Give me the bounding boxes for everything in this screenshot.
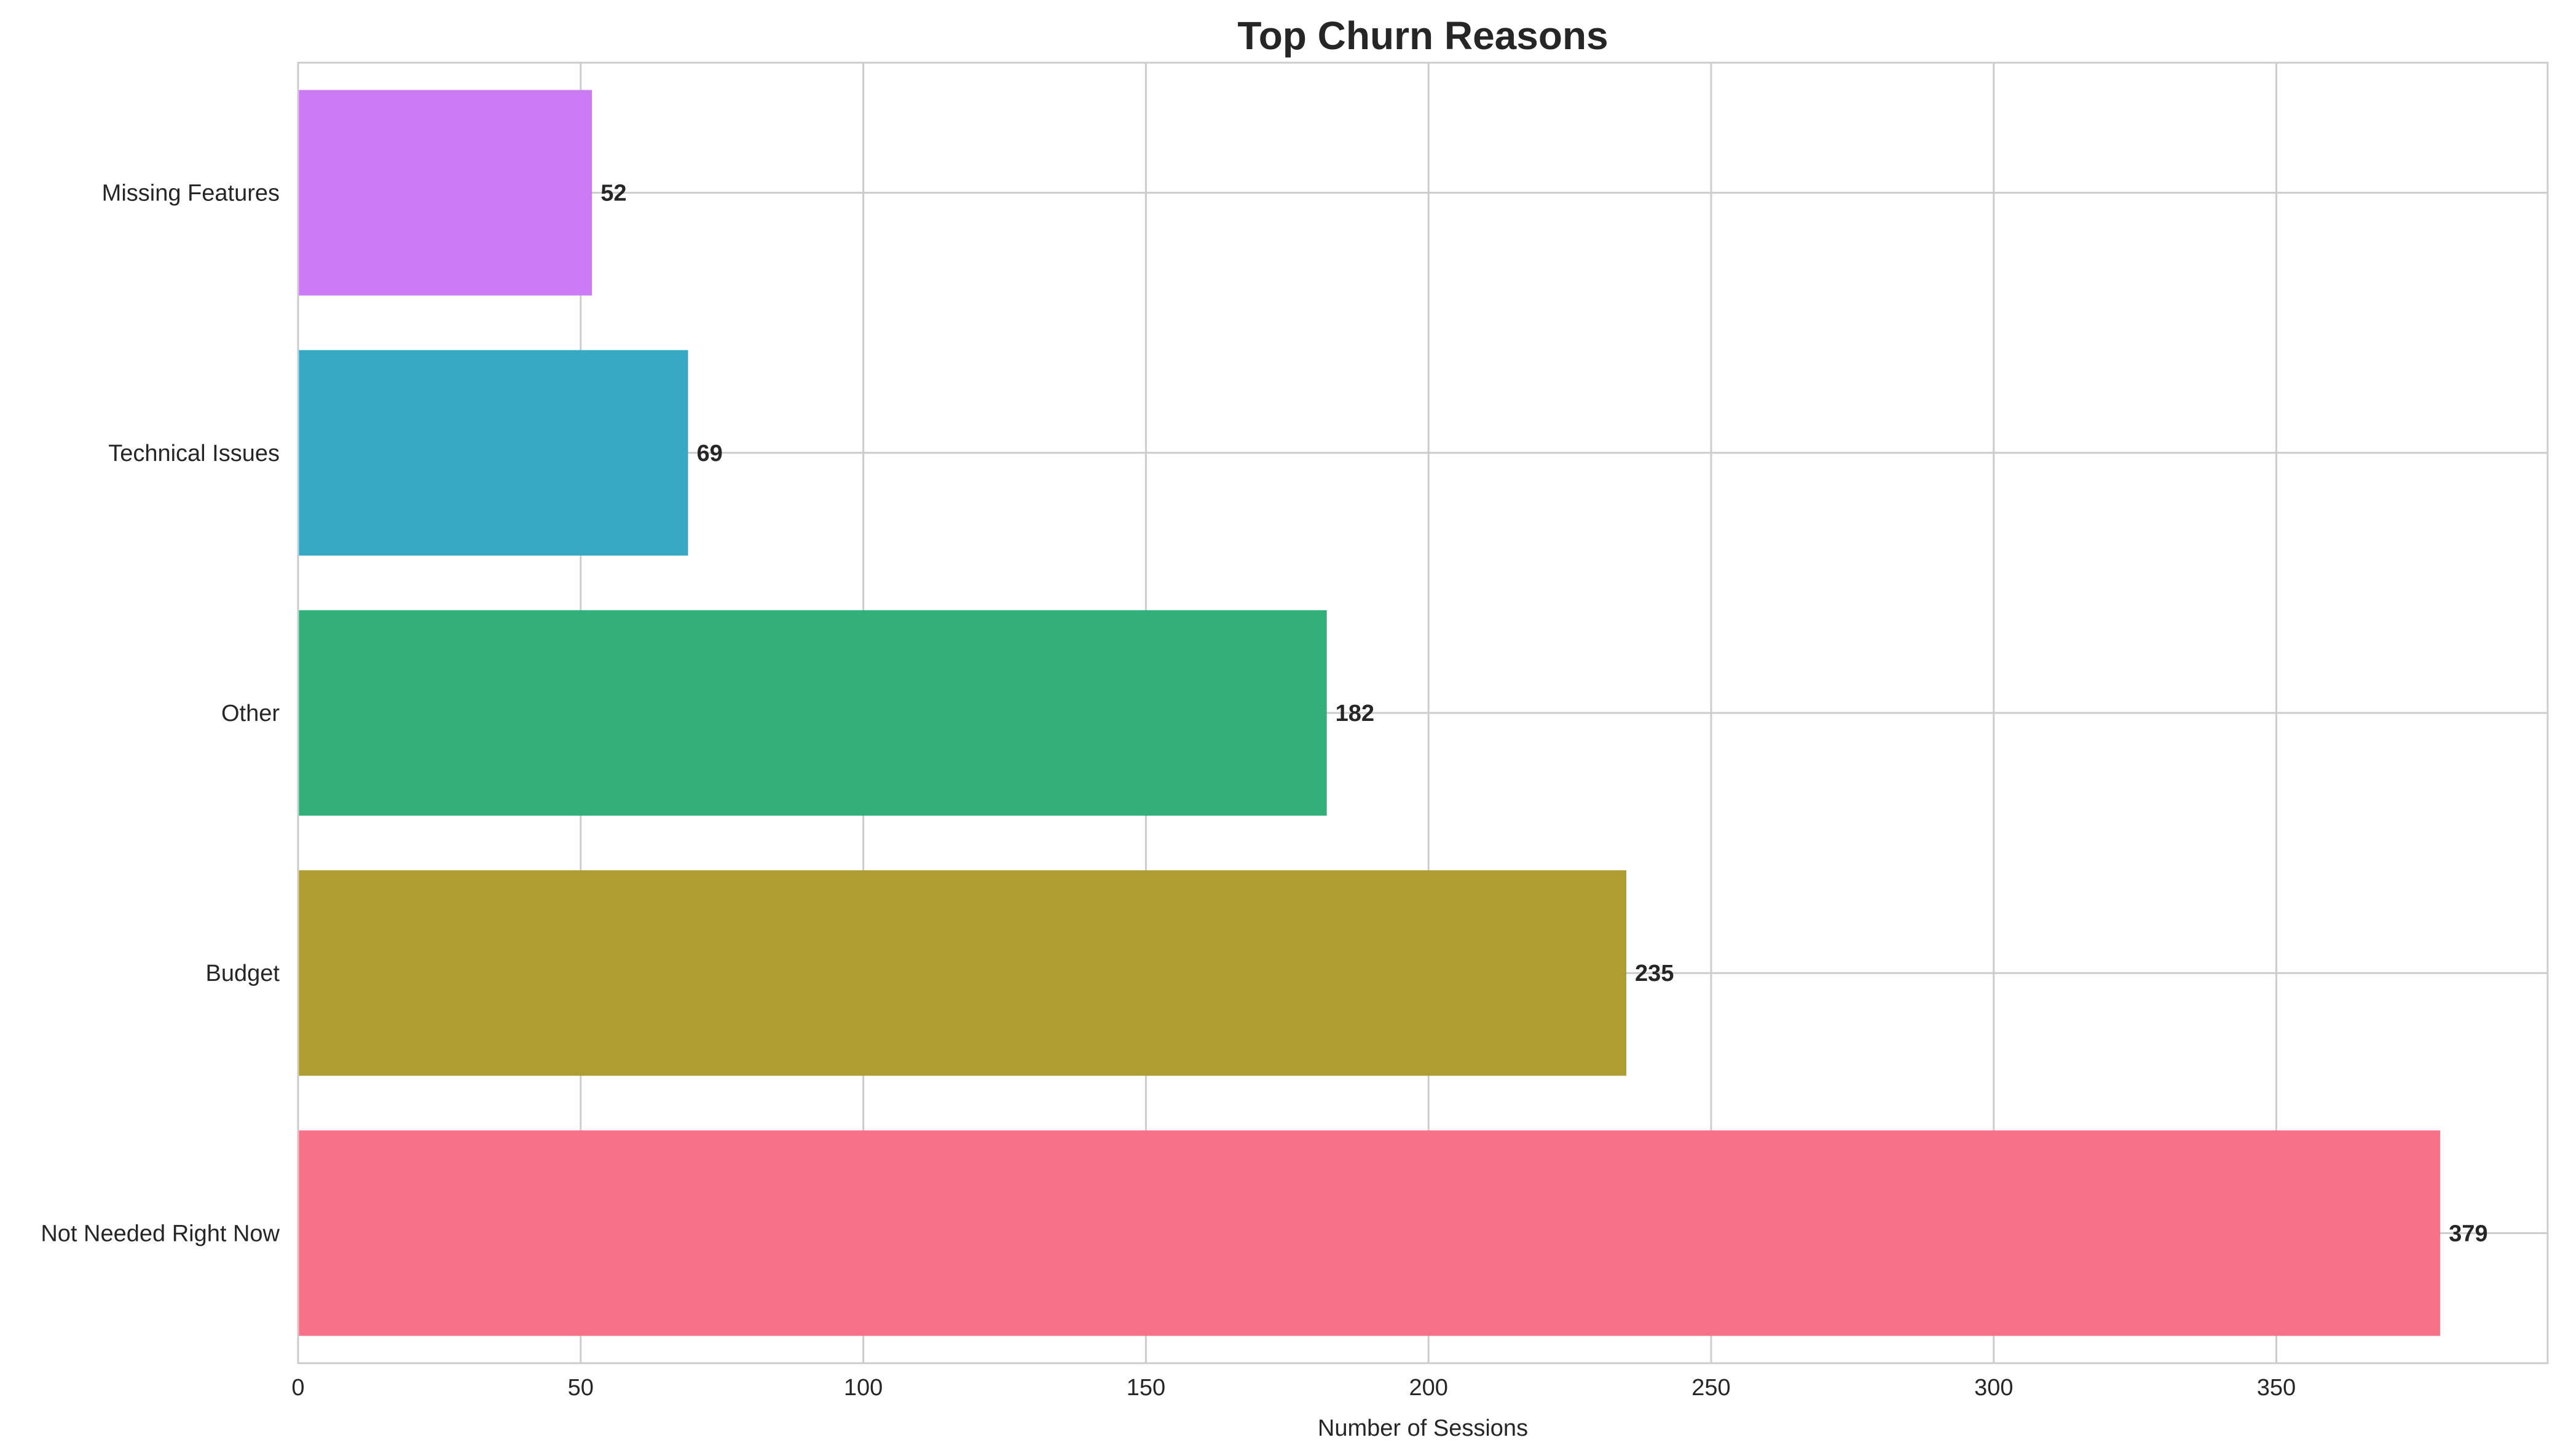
chart-title: Top Churn Reasons [1237,14,1608,58]
x-axis-label: Number of Sessions [1318,1415,1528,1441]
bar [298,610,1327,816]
x-tick-label: 250 [1691,1375,1730,1401]
x-tick-label: 350 [2257,1375,2296,1401]
x-tick-label: 300 [1974,1375,2013,1401]
y-tick-label: Missing Features [102,181,280,207]
bar-value-label: 182 [1336,701,1374,726]
labels: 0 50 100 150 200 250 300 350 Not Needed Right No… [41,181,2487,1401]
plot-frame [297,61,2549,1364]
y-tick-label: Technical Issues [108,441,280,466]
y-tick-label: Other [221,701,280,726]
bar [298,350,688,556]
bar [298,1130,2441,1336]
bar-value-label: 379 [2449,1221,2487,1246]
bar-value-label: 235 [1635,961,1674,986]
axes-frame [297,61,2549,1364]
bar [298,870,1627,1076]
bar-value-label: 52 [600,181,626,207]
x-tick-label: 100 [844,1375,883,1401]
bar [298,90,593,296]
y-tick-label: Not Needed Right Now [41,1221,280,1246]
bar-value-label: 69 [697,441,723,466]
x-tick-label: 50 [568,1375,594,1401]
bars [298,90,2441,1336]
x-tick-label: 150 [1127,1375,1165,1401]
x-tick-label: 200 [1409,1375,1447,1401]
y-tick-label: Budget [206,961,280,986]
x-tick-label: 0 [291,1375,304,1401]
